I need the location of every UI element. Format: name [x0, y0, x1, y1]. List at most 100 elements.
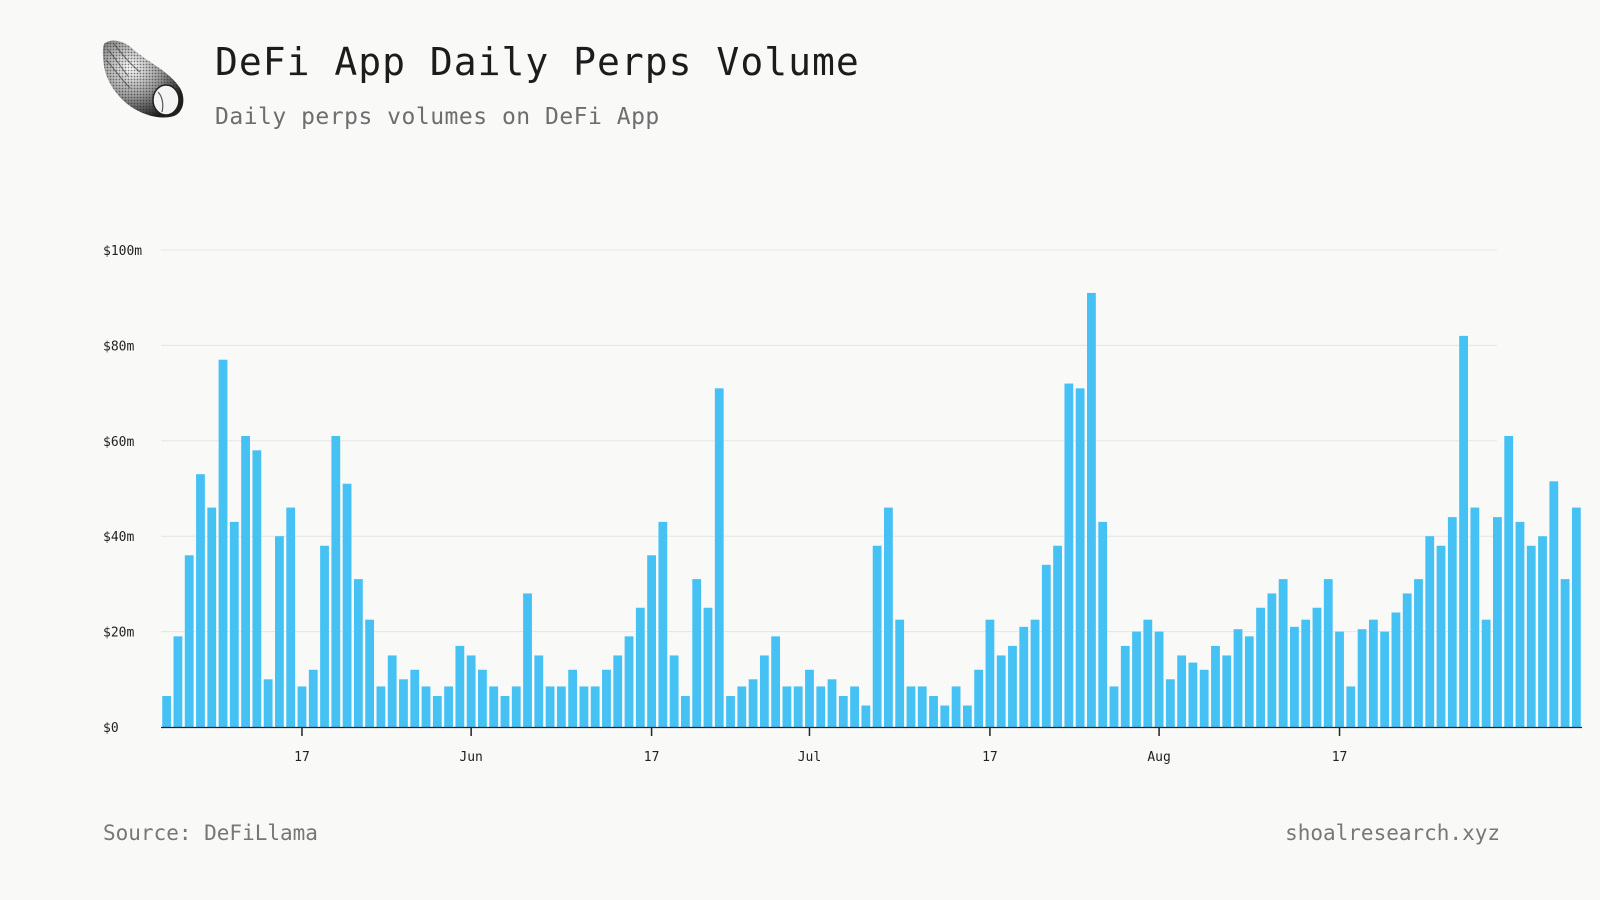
- bar: [1188, 662, 1198, 727]
- bar: [613, 655, 623, 727]
- bar: [556, 686, 566, 727]
- bar: [218, 359, 228, 727]
- bar: [1380, 631, 1390, 727]
- bar: [500, 695, 510, 727]
- bar: [286, 507, 296, 727]
- bar: [1459, 335, 1468, 727]
- bar: [1391, 612, 1401, 727]
- bar: [782, 686, 792, 727]
- bar: [1357, 629, 1367, 727]
- brand-link[interactable]: shoalresearch.xyz: [1285, 821, 1500, 845]
- bar: [1526, 545, 1536, 727]
- bar: [410, 669, 420, 727]
- bar: [624, 636, 634, 727]
- bar: [996, 655, 1006, 727]
- bar: [906, 686, 916, 727]
- bar: [365, 619, 375, 727]
- bar: [1211, 645, 1220, 727]
- bar: [805, 669, 814, 727]
- y-tick-label: $80m: [103, 339, 134, 354]
- bar: [1008, 645, 1017, 727]
- bar: [974, 669, 984, 727]
- bar: [1436, 545, 1446, 727]
- y-tick-label: $40m: [103, 530, 134, 545]
- x-axis-labels: 17 Jun 17 Jul 17 Aug 17: [294, 727, 1347, 765]
- bar: [466, 655, 476, 727]
- bar: [1120, 645, 1130, 727]
- bar: [985, 619, 995, 727]
- x-tick-label: 17: [982, 750, 998, 765]
- bar: [489, 686, 499, 727]
- bar: [1414, 579, 1423, 727]
- bar: [545, 686, 555, 727]
- bar: [737, 686, 747, 727]
- bar: [342, 483, 352, 727]
- bar: [444, 686, 453, 727]
- bar: [1368, 619, 1378, 727]
- bar: [353, 579, 363, 727]
- bar: [1335, 631, 1344, 727]
- bar: [275, 536, 284, 727]
- bar: [1199, 669, 1209, 727]
- bar: [748, 679, 758, 727]
- x-tick-label: 17: [1332, 750, 1348, 765]
- bar: [162, 695, 172, 727]
- bar: [173, 636, 183, 727]
- bar: [320, 545, 329, 727]
- bar: [331, 436, 341, 727]
- x-tick-label: 17: [294, 750, 310, 765]
- bar: [1447, 517, 1457, 727]
- bar: [297, 686, 307, 727]
- bar: [387, 655, 397, 727]
- bar: [1064, 383, 1074, 727]
- chart-subtitle: Daily perps volumes on DeFi App: [215, 104, 660, 130]
- bar: [1256, 607, 1265, 727]
- bar: [1470, 507, 1480, 727]
- x-tick-label: Jun: [459, 750, 482, 765]
- bar: [1481, 619, 1491, 727]
- bar: [703, 607, 713, 727]
- bar: [1233, 629, 1243, 727]
- bar: [1323, 579, 1333, 727]
- bar: [850, 686, 859, 727]
- bar: [1244, 636, 1254, 727]
- bar: [1425, 536, 1435, 727]
- bar: [1278, 579, 1288, 727]
- y-axis-labels: $0 $20m $40m $60m $80m $100m: [103, 244, 142, 736]
- bar: [568, 669, 578, 727]
- bar: [229, 521, 239, 727]
- x-tick-label: Jul: [798, 750, 821, 765]
- bar: [1493, 517, 1502, 727]
- bar: [929, 695, 938, 727]
- bar: [714, 388, 724, 727]
- bar: [1267, 593, 1277, 727]
- bar: [1087, 292, 1096, 727]
- source-label: Source: DeFiLlama: [103, 821, 318, 845]
- bar: [1571, 507, 1581, 727]
- bar: [816, 686, 826, 727]
- bar: [523, 593, 532, 727]
- bar: [669, 655, 679, 727]
- bar: [1301, 619, 1311, 727]
- bar: [940, 705, 950, 727]
- bar: [759, 655, 769, 727]
- bar: [308, 669, 318, 727]
- bars: [162, 292, 1581, 727]
- bar: [207, 507, 217, 727]
- bar: [376, 686, 386, 727]
- bar: [1515, 521, 1525, 727]
- bar: [602, 669, 611, 727]
- bar: [1098, 521, 1108, 727]
- bar: [1143, 619, 1153, 727]
- bar: [1538, 536, 1547, 727]
- bar: [1504, 436, 1514, 727]
- bar: [263, 679, 273, 727]
- bar: [1019, 626, 1029, 727]
- bar: [884, 507, 893, 727]
- bar: [252, 450, 262, 727]
- x-tick-label: Aug: [1147, 750, 1170, 765]
- bar: [895, 619, 905, 727]
- bar: [455, 645, 465, 727]
- bar: [590, 686, 600, 727]
- bar: [534, 655, 544, 727]
